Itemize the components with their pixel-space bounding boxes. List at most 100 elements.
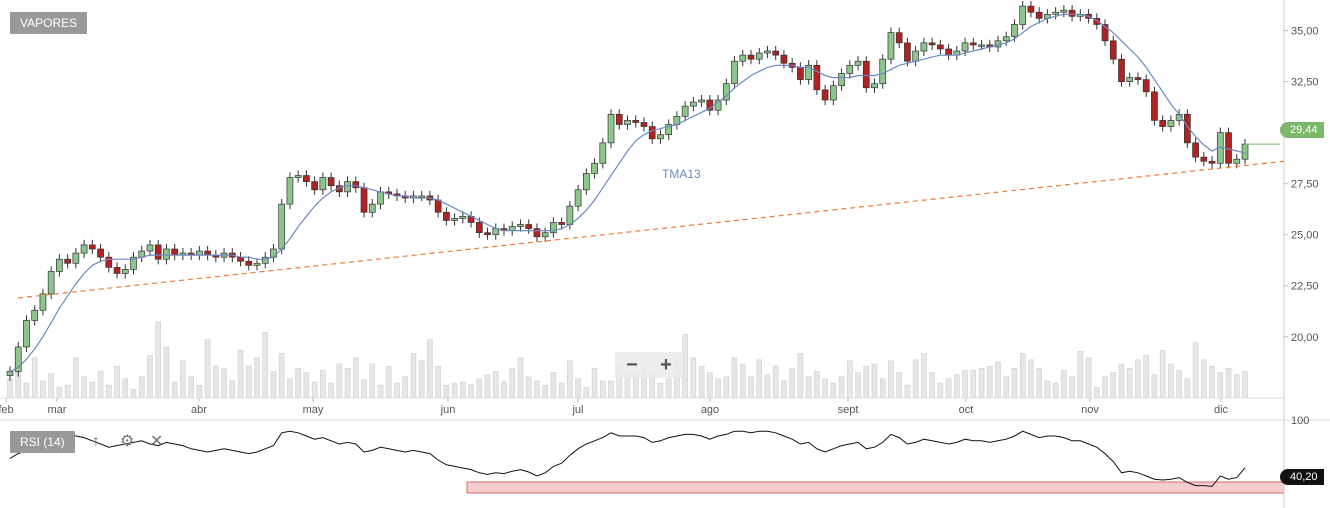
volume-bar — [731, 357, 738, 399]
volume-bar — [435, 365, 441, 399]
volume-bar — [838, 376, 845, 399]
zoom-out-button[interactable]: − — [626, 354, 638, 376]
candle-body — [624, 120, 631, 125]
volume-bar — [665, 378, 672, 399]
candle-body — [615, 113, 623, 125]
volume-bar — [468, 383, 474, 399]
candle-body — [1093, 18, 1101, 25]
volume-bar — [550, 372, 557, 399]
volume-bar — [723, 376, 730, 399]
candle-body — [484, 232, 491, 236]
volume-bar — [962, 370, 968, 399]
volume-bar — [1135, 359, 1141, 399]
candle-body — [550, 222, 557, 234]
volume-bar — [698, 365, 705, 399]
candle-body — [278, 203, 286, 250]
volume-bar — [229, 380, 236, 399]
candle-body — [1109, 40, 1117, 60]
rsi-badge[interactable]: RSI (14) — [10, 431, 75, 453]
volume-bar — [937, 382, 944, 399]
volume-bar — [945, 378, 952, 399]
volume-bar — [385, 365, 392, 399]
candle-body — [451, 218, 458, 221]
volume-bars — [7, 321, 1248, 399]
candle-body — [56, 258, 63, 272]
volume-bar — [155, 321, 161, 399]
rsi-band — [466, 481, 1285, 494]
x-tick-label: jul — [571, 404, 583, 416]
candle-body — [871, 83, 878, 89]
volume-bar — [213, 365, 219, 399]
gear-icon[interactable]: ⚙ — [120, 433, 135, 450]
candle-body — [1060, 9, 1068, 13]
symbol-badge[interactable]: VAPORES — [10, 12, 88, 34]
candle-body — [904, 42, 911, 62]
volume-bar — [904, 384, 911, 399]
candle-body — [360, 187, 368, 213]
candle-body — [862, 60, 870, 89]
rsi-value-tag: 40,20 — [1280, 469, 1324, 485]
candle-body — [582, 173, 590, 191]
zoom-in-button[interactable]: + — [660, 354, 672, 376]
candle-body — [517, 224, 524, 227]
candle-body — [1134, 77, 1142, 80]
volume-bar — [1209, 365, 1215, 399]
candle-body — [64, 258, 71, 264]
candle-body — [154, 244, 162, 260]
candle-body — [961, 42, 969, 52]
volume-bar — [1233, 374, 1240, 399]
candle-body — [829, 85, 837, 101]
volume-bar — [871, 363, 878, 399]
candle-body — [772, 50, 780, 56]
candle-body — [1126, 77, 1134, 82]
volume-bar — [822, 378, 828, 399]
volume-bar — [1176, 370, 1182, 399]
candle-body — [311, 181, 318, 191]
volume-bar — [517, 357, 524, 399]
candle-body — [607, 113, 615, 144]
volume-bar — [460, 381, 466, 399]
volume-bar — [855, 372, 861, 399]
candle-body — [23, 320, 30, 348]
volume-bar — [443, 384, 450, 399]
volume-bar — [797, 353, 804, 399]
candle-body — [887, 32, 895, 60]
candle-body — [443, 211, 450, 221]
candle-body — [47, 271, 55, 295]
candle-body — [286, 177, 294, 205]
candle-body — [434, 199, 442, 213]
volume-bar — [204, 339, 211, 399]
volume-bar — [402, 376, 409, 399]
volume-bar — [912, 359, 919, 399]
arrow-up-icon[interactable]: ↑ — [92, 433, 100, 450]
candle-body — [1068, 9, 1076, 17]
candle-body — [294, 175, 302, 178]
candle-body — [665, 124, 673, 136]
y-tick-label: 27,50 — [1291, 179, 1319, 191]
candle-body — [105, 256, 113, 268]
volume-bar — [303, 372, 310, 399]
volume-bar — [418, 360, 425, 399]
volume-bar — [89, 381, 96, 399]
close-icon[interactable]: ✕ — [150, 433, 164, 450]
candles[interactable] — [6, 1, 1249, 381]
volume-bar — [278, 353, 285, 399]
candle-body — [1200, 156, 1208, 162]
candle-body — [475, 222, 483, 234]
x-tick-label: feb — [0, 404, 14, 416]
volume-bar — [748, 376, 754, 399]
x-tick-label: abr — [191, 404, 207, 416]
candle-body — [245, 260, 253, 266]
volume-bar — [369, 363, 376, 399]
volume-bar — [1061, 370, 1067, 399]
volume-bar — [954, 374, 960, 399]
volume-bar — [608, 380, 614, 399]
volume-bar — [23, 382, 30, 399]
candle-body — [978, 44, 985, 47]
candle-body — [657, 134, 664, 140]
candle-body — [681, 105, 689, 117]
candle-body — [303, 175, 310, 183]
candle-body — [1118, 58, 1125, 82]
zoom-controls: − + — [615, 352, 683, 378]
volume-bar — [995, 361, 1001, 399]
